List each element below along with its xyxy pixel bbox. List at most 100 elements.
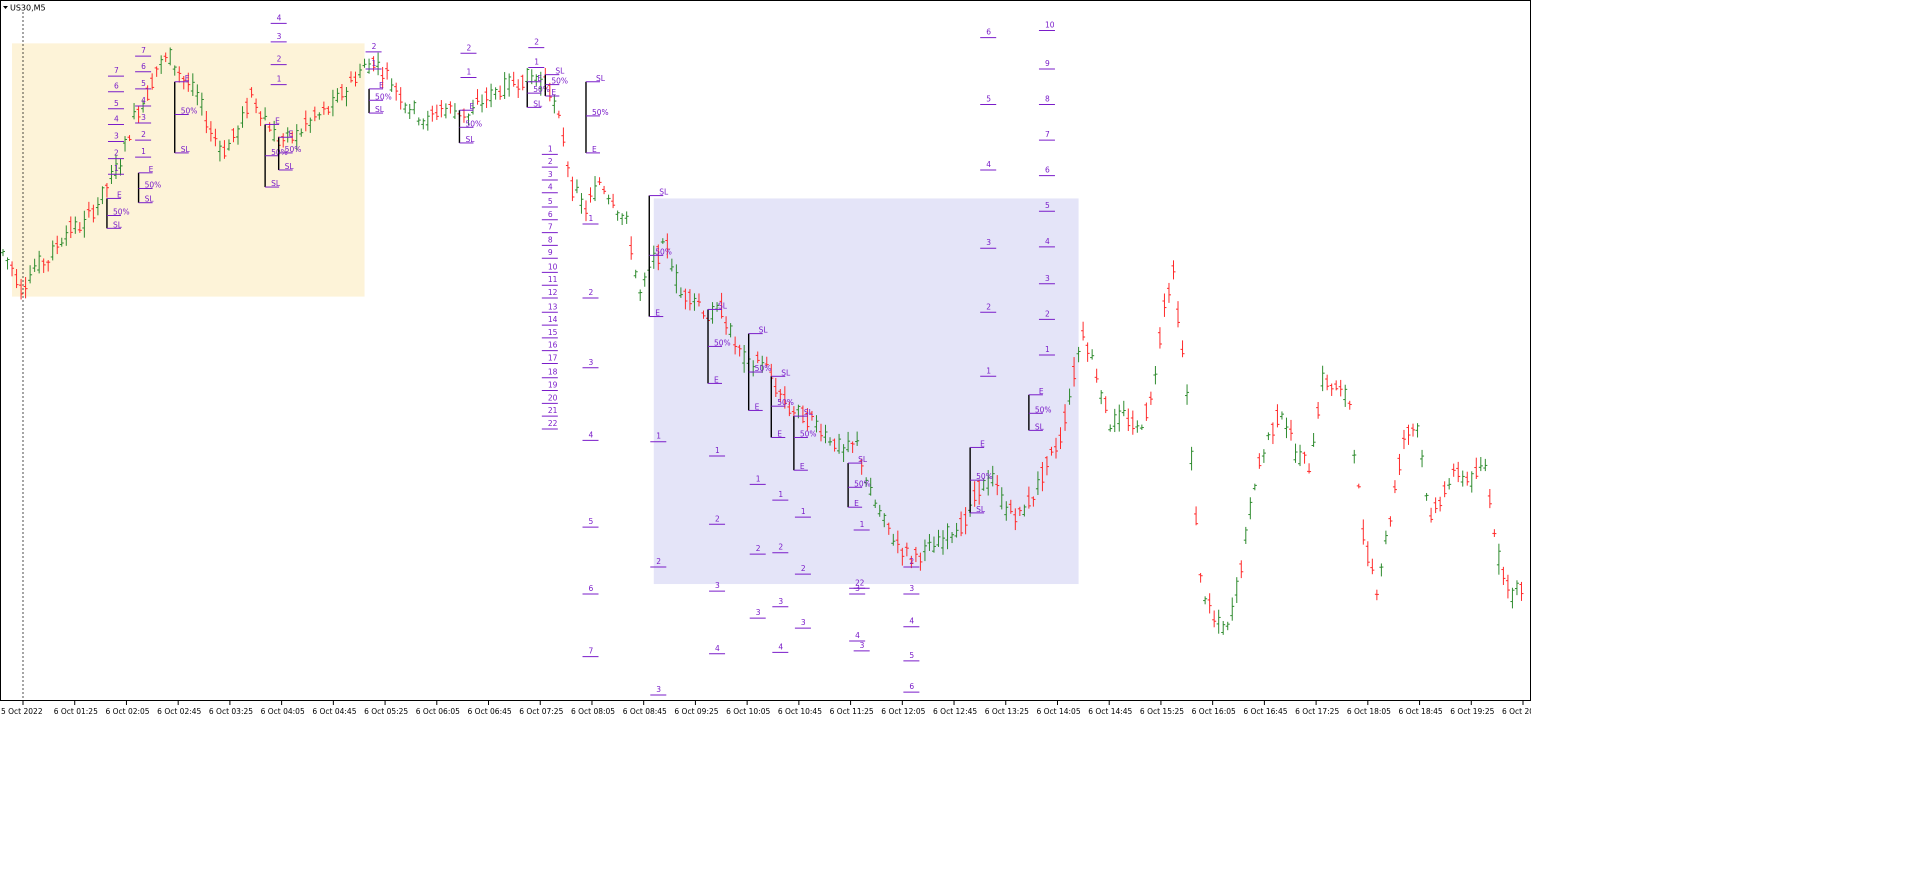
setup-bottom-label: E <box>551 88 556 97</box>
target-ladder: 1 2 3 4 5 6 7 <box>582 214 599 658</box>
candle <box>1044 456 1049 476</box>
ladder-level-label: 6 <box>589 584 594 593</box>
setup-top-label: E <box>185 74 190 83</box>
ladder-level-label: 21 <box>548 406 558 415</box>
ladder-level-label: 7 <box>548 223 553 232</box>
setup-top-label: SL <box>858 455 868 464</box>
candle <box>1392 480 1397 494</box>
ladder-level-label: 6 <box>548 210 553 219</box>
candle <box>86 201 91 218</box>
setup-top-label: E <box>289 129 294 138</box>
ladder-level-label: 3 <box>778 597 783 606</box>
candle <box>511 71 516 87</box>
candle <box>498 85 503 100</box>
time-tick-label: 6 Oct 10:45 <box>778 707 822 716</box>
candle <box>267 122 272 132</box>
trade-setup: E 50% SL <box>264 116 288 188</box>
candle <box>136 105 141 123</box>
candle <box>1008 499 1013 514</box>
ladder-level-label: 2 <box>801 564 806 573</box>
candle <box>294 124 299 151</box>
candle <box>1257 453 1262 469</box>
candle <box>552 94 557 114</box>
candle <box>217 140 222 162</box>
setup-50-label: 50% <box>533 85 550 94</box>
candle <box>1090 349 1095 360</box>
setup-50-label: 50% <box>113 208 130 217</box>
candle <box>46 260 51 272</box>
candle <box>922 539 927 562</box>
target-ladder: 1 2 3 4 5 6 7 <box>135 46 152 158</box>
ladder-level-label: 3 <box>1045 274 1050 283</box>
candle <box>68 216 73 239</box>
candle <box>760 355 765 373</box>
candle <box>168 47 173 66</box>
ladder-level-label: 2 <box>855 578 860 587</box>
candle <box>1067 388 1072 405</box>
time-tick-label: 6 Oct 14:45 <box>1088 707 1132 716</box>
candle <box>32 258 37 272</box>
candle <box>55 235 60 255</box>
time-tick-label: 6 Oct 08:05 <box>571 707 615 716</box>
ladder-level-label: 1 <box>589 214 594 223</box>
candle <box>299 128 304 137</box>
candle <box>1352 449 1357 464</box>
candle <box>687 289 692 311</box>
candle <box>638 289 643 302</box>
candle <box>995 475 1000 496</box>
time-axis[interactable]: 5 Oct 2022 6 Oct 01:25 6 Oct 02:05 6 Oct 02… <box>1 701 1531 716</box>
ladder-level-label: 5 <box>909 651 914 660</box>
candle <box>14 269 19 289</box>
ladder-level-label: 2 <box>1045 309 1050 318</box>
candle <box>977 479 982 505</box>
time-tick-label: 6 Oct 20:05 <box>1502 707 1531 716</box>
candle <box>163 52 168 63</box>
ladder-level-label: 1 <box>114 164 119 173</box>
time-tick-label: 6 Oct 18:05 <box>1347 707 1391 716</box>
candle <box>403 102 408 114</box>
candle <box>809 410 814 421</box>
candle <box>1135 420 1140 433</box>
time-tick-label: 6 Oct 14:05 <box>1036 707 1080 716</box>
candle <box>1063 404 1068 431</box>
candle <box>1361 519 1366 545</box>
candle <box>1207 593 1212 614</box>
candle <box>1519 581 1524 601</box>
time-tick-label: 6 Oct 15:25 <box>1140 707 1184 716</box>
candle <box>249 87 254 98</box>
candle <box>1148 391 1153 405</box>
candle <box>480 94 485 113</box>
candle <box>1198 572 1203 583</box>
candle <box>177 66 182 83</box>
candle <box>1081 321 1086 341</box>
candle <box>547 82 552 102</box>
candle <box>597 177 602 186</box>
candle <box>1429 507 1434 523</box>
dropdown-arrow-icon[interactable] <box>3 6 8 9</box>
candle <box>439 100 444 118</box>
candle <box>1365 541 1370 567</box>
setup-50-label: 50% <box>755 364 772 373</box>
candle <box>362 58 367 68</box>
candle <box>588 187 593 203</box>
setup-top-label: SL <box>596 74 606 83</box>
time-tick-label: 6 Oct 09:25 <box>674 707 718 716</box>
ladder-level-label: 11 <box>548 275 558 284</box>
ladder-level-label: 2 <box>756 544 761 553</box>
time-tick-label: 6 Oct 16:45 <box>1243 707 1287 716</box>
candle <box>882 513 887 528</box>
candle <box>1153 366 1158 385</box>
candle <box>199 92 204 116</box>
candle <box>285 127 290 143</box>
candle <box>593 176 598 202</box>
candle <box>1338 379 1343 397</box>
candle <box>1099 390 1104 405</box>
ladder-level-label: 1 <box>715 446 720 455</box>
candle <box>1514 580 1519 596</box>
symbol-indicator[interactable]: US30,M5 <box>3 4 46 13</box>
